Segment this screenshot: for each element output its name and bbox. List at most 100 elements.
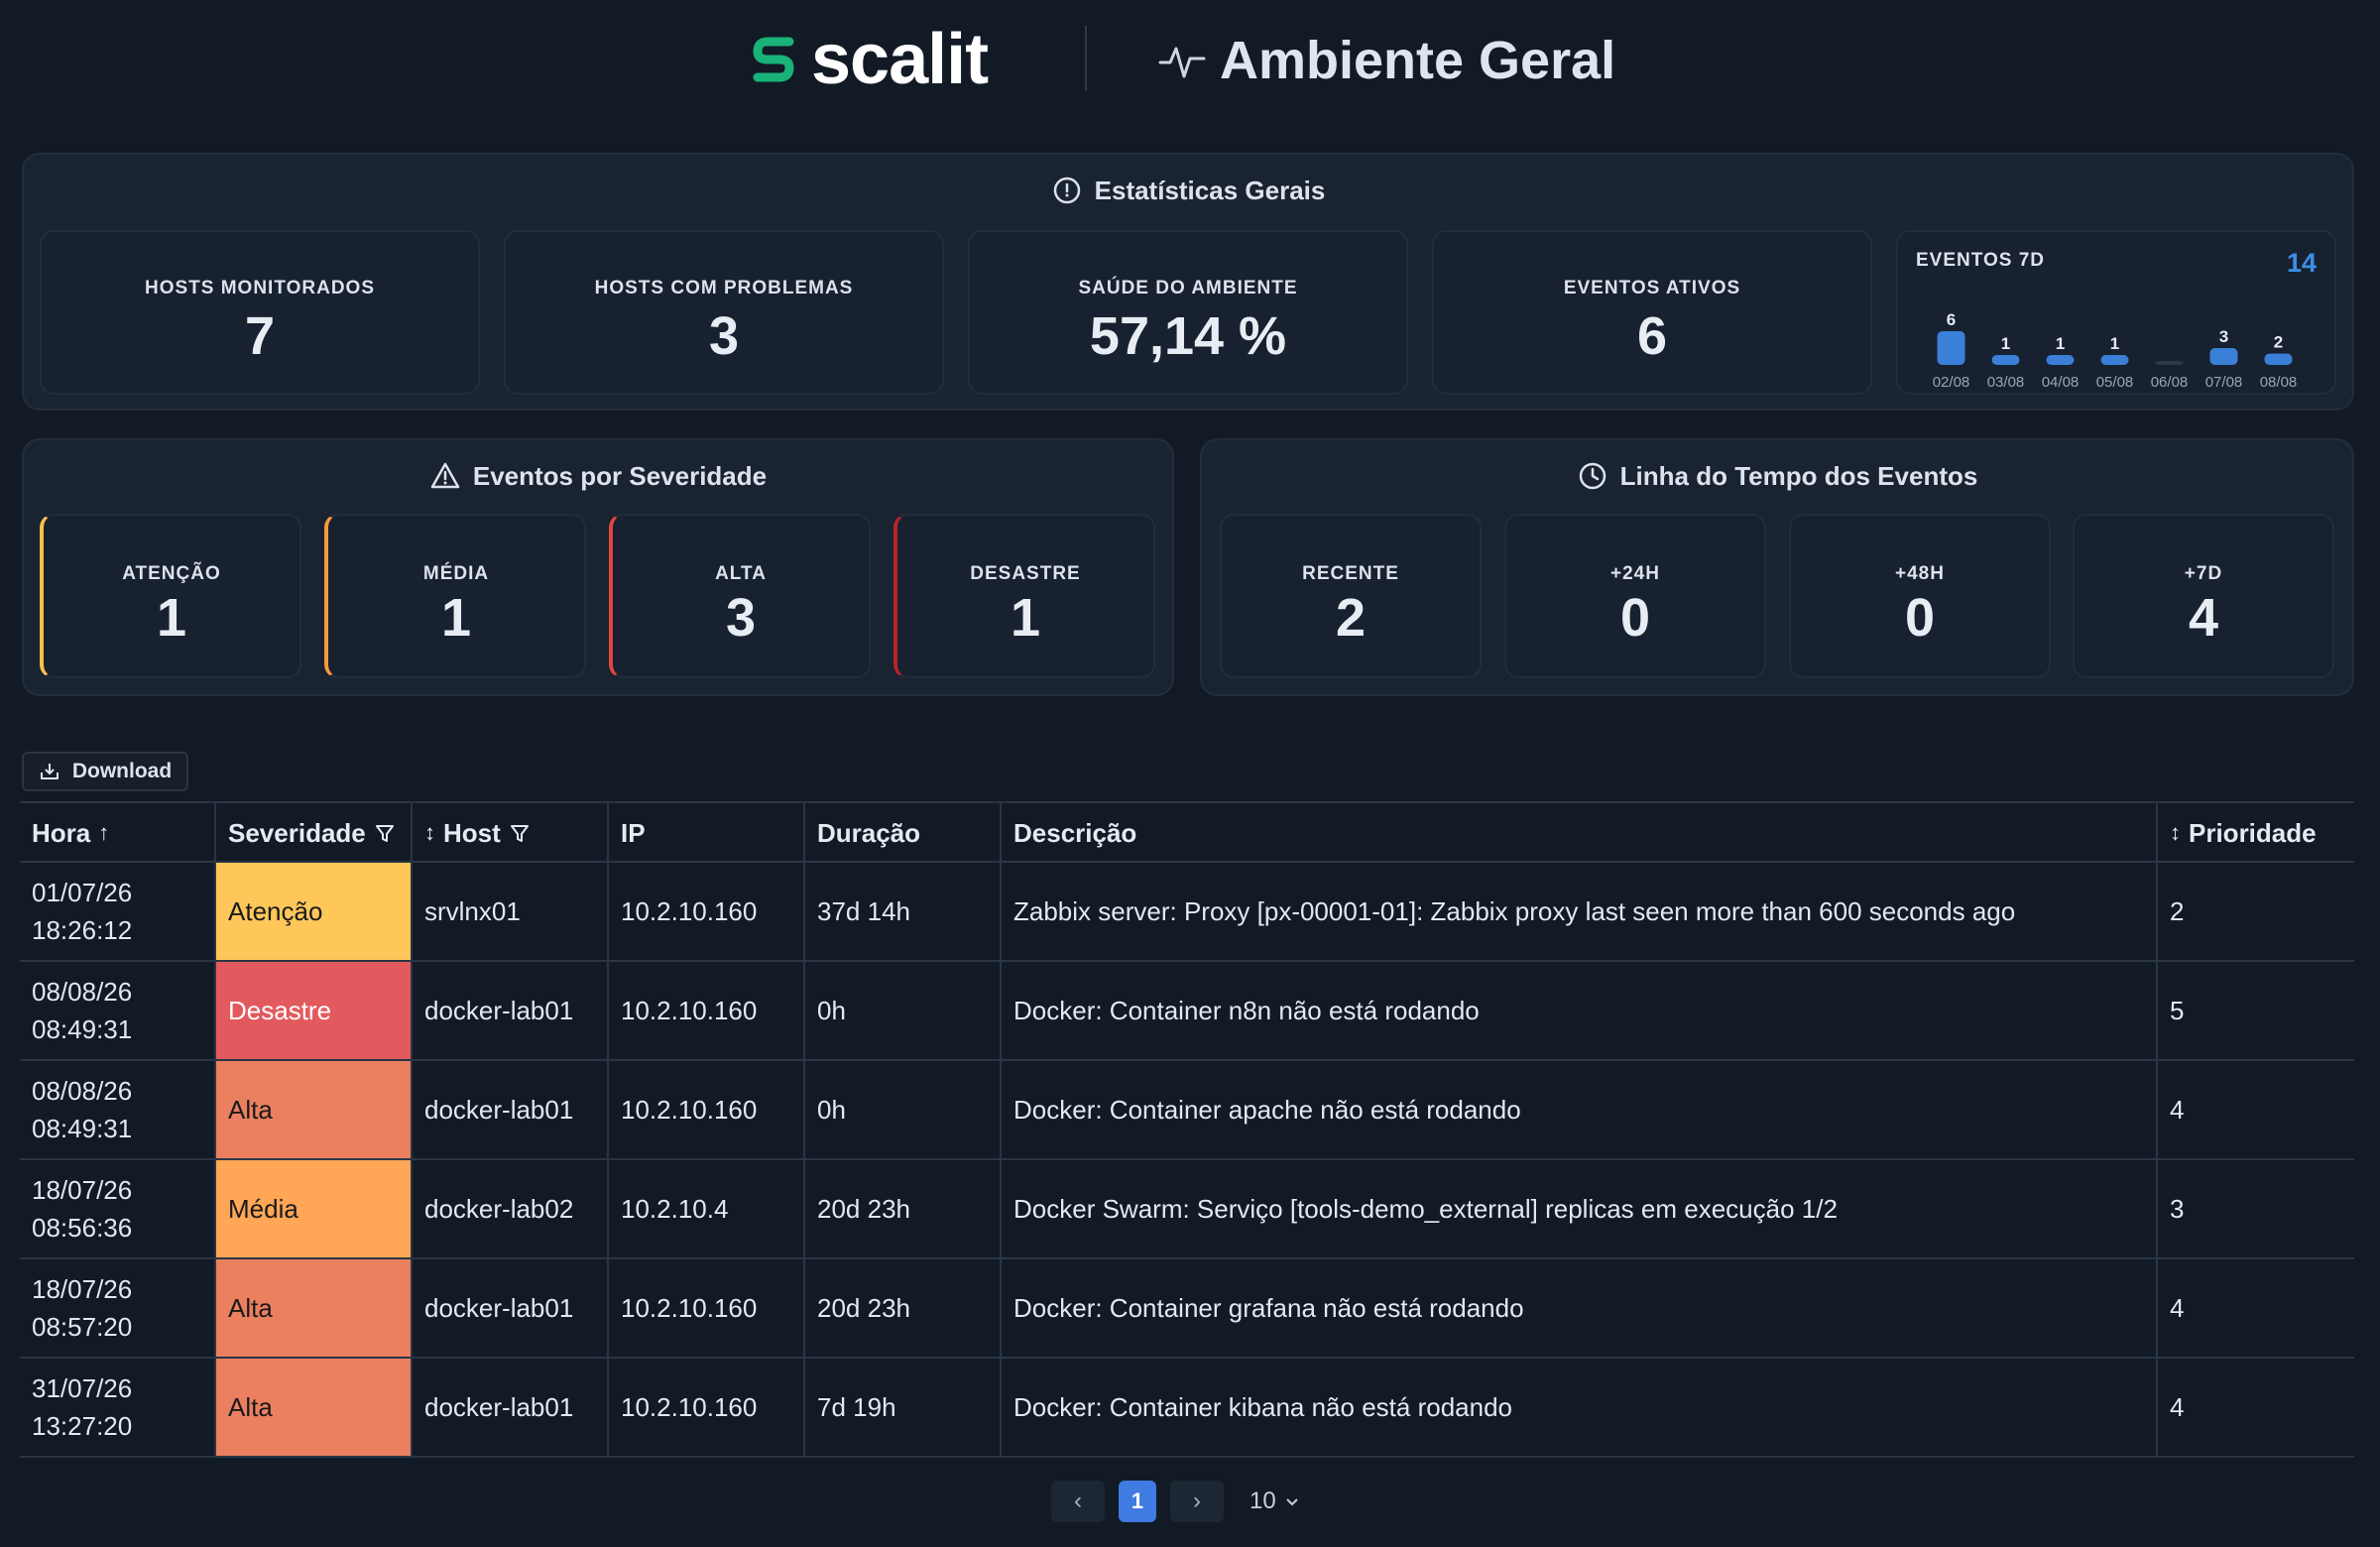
column-header-ip[interactable]: IP	[609, 803, 805, 863]
bar-value-label: 3	[2219, 327, 2228, 346]
column-header-host[interactable]: ↕ Host	[413, 803, 609, 863]
table-row[interactable]: 08/08/26 08:49:31 Desastre docker-lab01 10.2…	[20, 962, 2354, 1061]
stat-label: SAÚDE DO AMBIENTE	[1078, 278, 1298, 298]
download-button[interactable]: Download	[22, 752, 188, 791]
column-label: IP	[621, 817, 646, 848]
sort-icon: ↕	[424, 820, 435, 845]
cell-descricao: Docker: Container grafana não está rodan…	[1002, 1259, 2158, 1357]
cell-severidade: Alta	[216, 1259, 413, 1357]
cell-prioridade: 4	[2170, 1292, 2185, 1323]
events-7d-chart: 6 02/08 1 03/08 1 04/08 1 05/08 06/08 3 07/08 2 08/0…	[1933, 310, 2298, 391]
column-label: Severidade	[228, 817, 366, 848]
timeline-card-48h: +48H 0	[1789, 514, 2051, 678]
cell-prioridade: 4	[2170, 1094, 2185, 1125]
column-header-descricao[interactable]: Descrição	[1002, 803, 2158, 863]
cell-host: srvlnx01	[413, 863, 609, 960]
filter-icon[interactable]	[509, 822, 531, 844]
bar-08/08	[2264, 353, 2293, 365]
severity-panel: Eventos por Severidade ATENÇÃO 1 MÉDIA 1…	[22, 438, 1174, 696]
cell-hora: 08/08/26 08:49:31	[20, 962, 216, 1059]
page-title: Ambiente Geral	[1158, 26, 1615, 95]
column-header-prioridade[interactable]: ↕ Prioridade	[2158, 803, 2354, 863]
column-header-duracao[interactable]: Duração	[805, 803, 1002, 863]
bar-category-label: 02/08	[1933, 374, 1970, 391]
cell-descricao: Zabbix server: Proxy [px-00001-01]: Zabb…	[1002, 863, 2158, 960]
cell-severidade: Média	[216, 1160, 413, 1257]
severity-label: MÉDIA	[422, 563, 490, 584]
warning-triangle-icon	[430, 462, 460, 489]
events-7d-label: EVENTOS 7D	[1916, 250, 2046, 271]
prev-page-button[interactable]: ‹	[1051, 1481, 1105, 1522]
timeline-label: RECENTE	[1302, 563, 1399, 584]
column-label: Host	[443, 817, 501, 848]
sort-icon: ↕	[2170, 820, 2181, 845]
timeline-label: +48H	[1895, 563, 1945, 584]
sort-asc-icon: ↑	[98, 820, 110, 845]
cell-prioridade: 4	[2170, 1391, 2185, 1422]
column-header-hora[interactable]: Hora ↑	[20, 803, 216, 863]
severity-card-atencao: ATENÇÃO 1	[40, 514, 301, 678]
severity-card-desastre: DESASTRE 1	[893, 514, 1155, 678]
cell-date: 01/07/26	[32, 878, 133, 907]
stat-card-hosts-com-problemas: HOSTS COM PROBLEMAS 3	[504, 230, 944, 395]
filter-icon[interactable]	[374, 822, 396, 844]
cell-severidade: Desastre	[216, 962, 413, 1059]
header: scalit Ambiente Geral	[0, 0, 2380, 121]
timeline-panel-title: Linha do Tempo dos Eventos	[1202, 460, 2352, 492]
table-row[interactable]: 31/07/26 13:27:20 Alta docker-lab01 10.2.10.…	[20, 1359, 2354, 1458]
table-row[interactable]: 08/08/26 08:49:31 Alta docker-lab01 10.2.10.…	[20, 1061, 2354, 1160]
table-row[interactable]: 01/07/26 18:26:12 Atenção srvlnx01 10.2.10.1…	[20, 863, 2354, 962]
stat-value: 57,14 %	[1089, 306, 1287, 366]
cell-descricao: Docker: Container n8n não está rodando	[1002, 962, 2158, 1059]
bar-category-label: 04/08	[2042, 374, 2080, 391]
severity-value: 1	[156, 588, 187, 648]
cell-ip: 10.2.10.160	[609, 962, 805, 1059]
stats-panel-title: Estatísticas Gerais	[24, 175, 2352, 206]
chevron-left-icon: ‹	[1074, 1488, 1082, 1514]
severity-panel-title: Eventos por Severidade	[24, 460, 1172, 492]
timeline-title-text: Linha do Tempo dos Eventos	[1619, 460, 1978, 491]
page-title-text: Ambiente Geral	[1220, 31, 1616, 90]
cell-ip: 10.2.10.4	[609, 1160, 805, 1257]
cell-descricao: Docker: Container apache não está rodand…	[1002, 1061, 2158, 1158]
cell-host: docker-lab01	[413, 962, 609, 1059]
page-size-select[interactable]: 10	[1250, 1488, 1300, 1515]
cell-descricao: Docker: Container kibana não está rodand…	[1002, 1359, 2158, 1456]
timeline-value: 0	[1619, 588, 1651, 648]
page-button-current[interactable]: 1	[1119, 1481, 1156, 1522]
column-label: Descrição	[1013, 817, 1137, 848]
severity-value: 1	[440, 588, 472, 648]
cell-date: 08/08/26	[32, 1076, 133, 1106]
cell-duracao: 20d 23h	[805, 1259, 1002, 1357]
clock-icon	[1579, 462, 1606, 490]
bar-03/08	[1991, 355, 2020, 365]
timeline-value: 2	[1335, 588, 1367, 648]
cell-ip: 10.2.10.160	[609, 863, 805, 960]
bar-02/08	[1937, 331, 1965, 365]
cell-time: 08:56:36	[32, 1213, 133, 1243]
cell-date: 18/07/26	[32, 1274, 133, 1304]
bar-category-label: 06/08	[2151, 374, 2189, 391]
column-header-severidade[interactable]: Severidade	[216, 803, 413, 863]
table-row[interactable]: 18/07/26 08:56:36 Média docker-lab02 10.2.10…	[20, 1160, 2354, 1259]
timeline-value: 0	[1904, 588, 1936, 648]
clock-circle-icon	[1053, 177, 1080, 204]
cell-ip: 10.2.10.160	[609, 1359, 805, 1456]
cell-duracao: 7d 19h	[805, 1359, 1002, 1456]
cell-time: 08:57:20	[32, 1312, 133, 1342]
cell-hora: 18/07/26 08:56:36	[20, 1160, 216, 1257]
bar-07/08	[2209, 348, 2238, 365]
stat-label: HOSTS MONITORADOS	[145, 278, 375, 298]
pagination: ‹ 1 › 10	[1051, 1480, 1300, 1523]
severity-label: ATENÇÃO	[122, 563, 221, 584]
timeline-card-7d: +7D 4	[2073, 514, 2334, 678]
download-label: Download	[71, 760, 173, 782]
chevron-right-icon: ›	[1193, 1488, 1201, 1514]
timeline-card-recente: RECENTE 2	[1220, 514, 1482, 678]
bar-04/08	[2046, 355, 2075, 365]
column-label: Hora	[32, 817, 91, 848]
next-page-button[interactable]: ›	[1170, 1481, 1224, 1522]
table-row[interactable]: 18/07/26 08:57:20 Alta docker-lab01 10.2.10.…	[20, 1259, 2354, 1359]
cell-host: docker-lab01	[413, 1359, 609, 1456]
bar-value-label: 1	[2001, 334, 2010, 353]
